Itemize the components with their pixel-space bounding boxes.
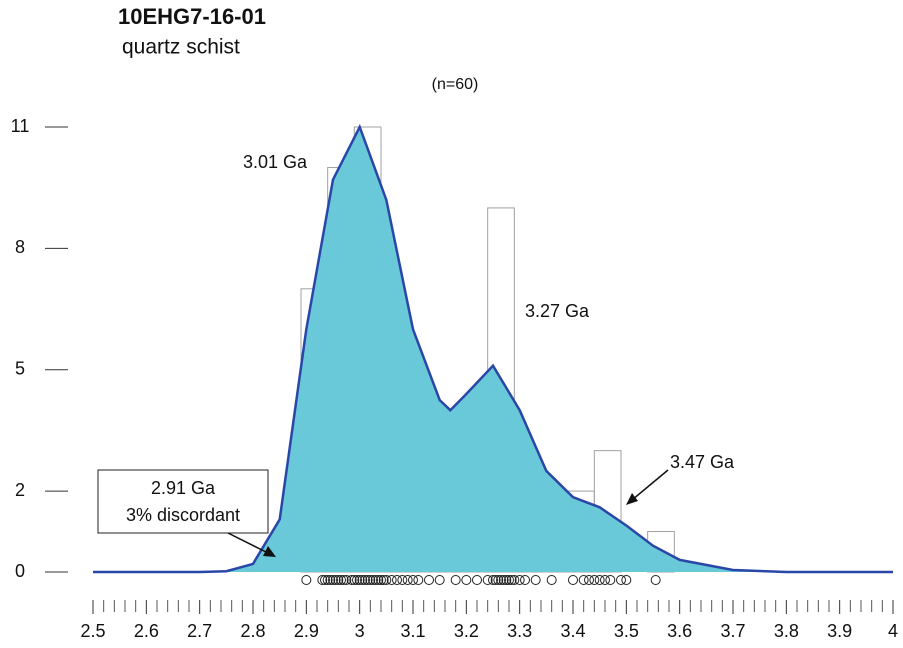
age-point: [336, 575, 346, 585]
age-point: [506, 575, 517, 585]
y-tick-label: 8: [15, 237, 25, 257]
age-point: [434, 575, 445, 585]
age-point: [424, 575, 434, 585]
age-point: [357, 575, 368, 585]
age-point: [413, 575, 424, 585]
kde-area: [93, 127, 893, 572]
kde-curve: [93, 123, 893, 574]
x-tick-label: 3.3: [507, 621, 532, 641]
age-point: [341, 575, 352, 585]
x-tick-label: 2.9: [294, 621, 319, 641]
age-point: [504, 575, 514, 585]
x-tick-label: 3.2: [454, 621, 479, 641]
age-point: [386, 575, 397, 585]
x-tick-label: 2.8: [240, 621, 265, 641]
x-tick-label: 3.4: [560, 621, 585, 641]
y-tick-label: 0: [15, 561, 25, 581]
y-tick-label: 5: [15, 358, 25, 378]
age-point: [520, 575, 530, 585]
age-point: [530, 575, 541, 585]
annotation: 3% discordant: [126, 505, 240, 525]
age-point: [373, 575, 384, 585]
age-point: [584, 575, 594, 585]
age-point: [600, 575, 610, 585]
age-point: [488, 575, 498, 585]
age-point: [605, 575, 616, 585]
age-point: [616, 575, 626, 585]
x-tick-label: 3.8: [774, 621, 799, 641]
age-point: [333, 575, 344, 585]
age-point: [368, 575, 378, 585]
x-tick-label: 3.1: [400, 621, 425, 641]
annotation-arrow: [631, 469, 669, 501]
annotation: 3.27 Ga: [525, 301, 590, 321]
age-point: [594, 575, 605, 585]
age-point: [472, 575, 482, 585]
age-point: [621, 575, 632, 585]
age-point: [360, 575, 370, 585]
age-point: [501, 575, 512, 585]
x-tick-label: 3.5: [614, 621, 639, 641]
annotation: 3.47 Ga: [670, 452, 735, 472]
age-point: [301, 575, 312, 585]
age-point: [325, 575, 336, 585]
arrow-head: [626, 493, 638, 505]
x-tick-label: 3.9: [827, 621, 852, 641]
age-point: [578, 575, 589, 585]
age-point: [349, 575, 360, 585]
x-tick-label: 2.7: [187, 621, 212, 641]
age-point: [498, 575, 509, 585]
x-tick-label: 3: [355, 621, 365, 641]
age-point: [514, 575, 525, 585]
age-point: [362, 575, 373, 585]
age-point: [461, 575, 472, 585]
age-point: [482, 575, 493, 585]
age-point: [365, 575, 376, 585]
age-point: [589, 575, 600, 585]
age-point: [370, 575, 381, 585]
chart-title: 10EHG7-16-01: [118, 4, 266, 29]
age-point: [392, 575, 402, 585]
x-tick-label: 2.5: [80, 621, 105, 641]
age-point: [378, 575, 389, 585]
chart-subtitle: quartz schist: [122, 36, 240, 59]
x-tick-label: 3.7: [720, 621, 745, 641]
age-point: [352, 575, 362, 585]
age-point: [346, 575, 357, 585]
y-tick-label: 11: [11, 116, 30, 136]
age-point: [397, 575, 408, 585]
age-point: [650, 575, 661, 585]
age-point: [408, 575, 418, 585]
age-point: [376, 575, 386, 585]
age-point: [354, 575, 365, 585]
y-tick-label: 2: [15, 480, 25, 500]
age-point: [322, 575, 333, 585]
sample-size: (n=60): [432, 76, 479, 93]
age-point: [493, 575, 504, 585]
age-point: [450, 575, 461, 585]
annotation-arrow: [227, 532, 269, 554]
age-point: [490, 575, 501, 585]
age-point: [546, 575, 557, 585]
age-point: [317, 575, 328, 585]
age-point: [381, 575, 392, 585]
age-point: [328, 575, 338, 585]
age-point: [330, 575, 341, 585]
annotation: 2.91 Ga: [151, 478, 216, 498]
annotation: 3.01 Ga: [243, 152, 308, 172]
x-tick-label: 2.6: [134, 621, 159, 641]
age-point: [320, 575, 330, 585]
age-point: [496, 575, 506, 585]
x-tick-label: 4: [888, 621, 898, 641]
x-tick-label: 3.6: [667, 621, 692, 641]
age-point: [509, 575, 520, 585]
age-point: [402, 575, 413, 585]
arrow-head: [263, 546, 276, 557]
age-point: [568, 575, 578, 585]
age-point: [338, 575, 349, 585]
annotation-box: [97, 469, 269, 534]
